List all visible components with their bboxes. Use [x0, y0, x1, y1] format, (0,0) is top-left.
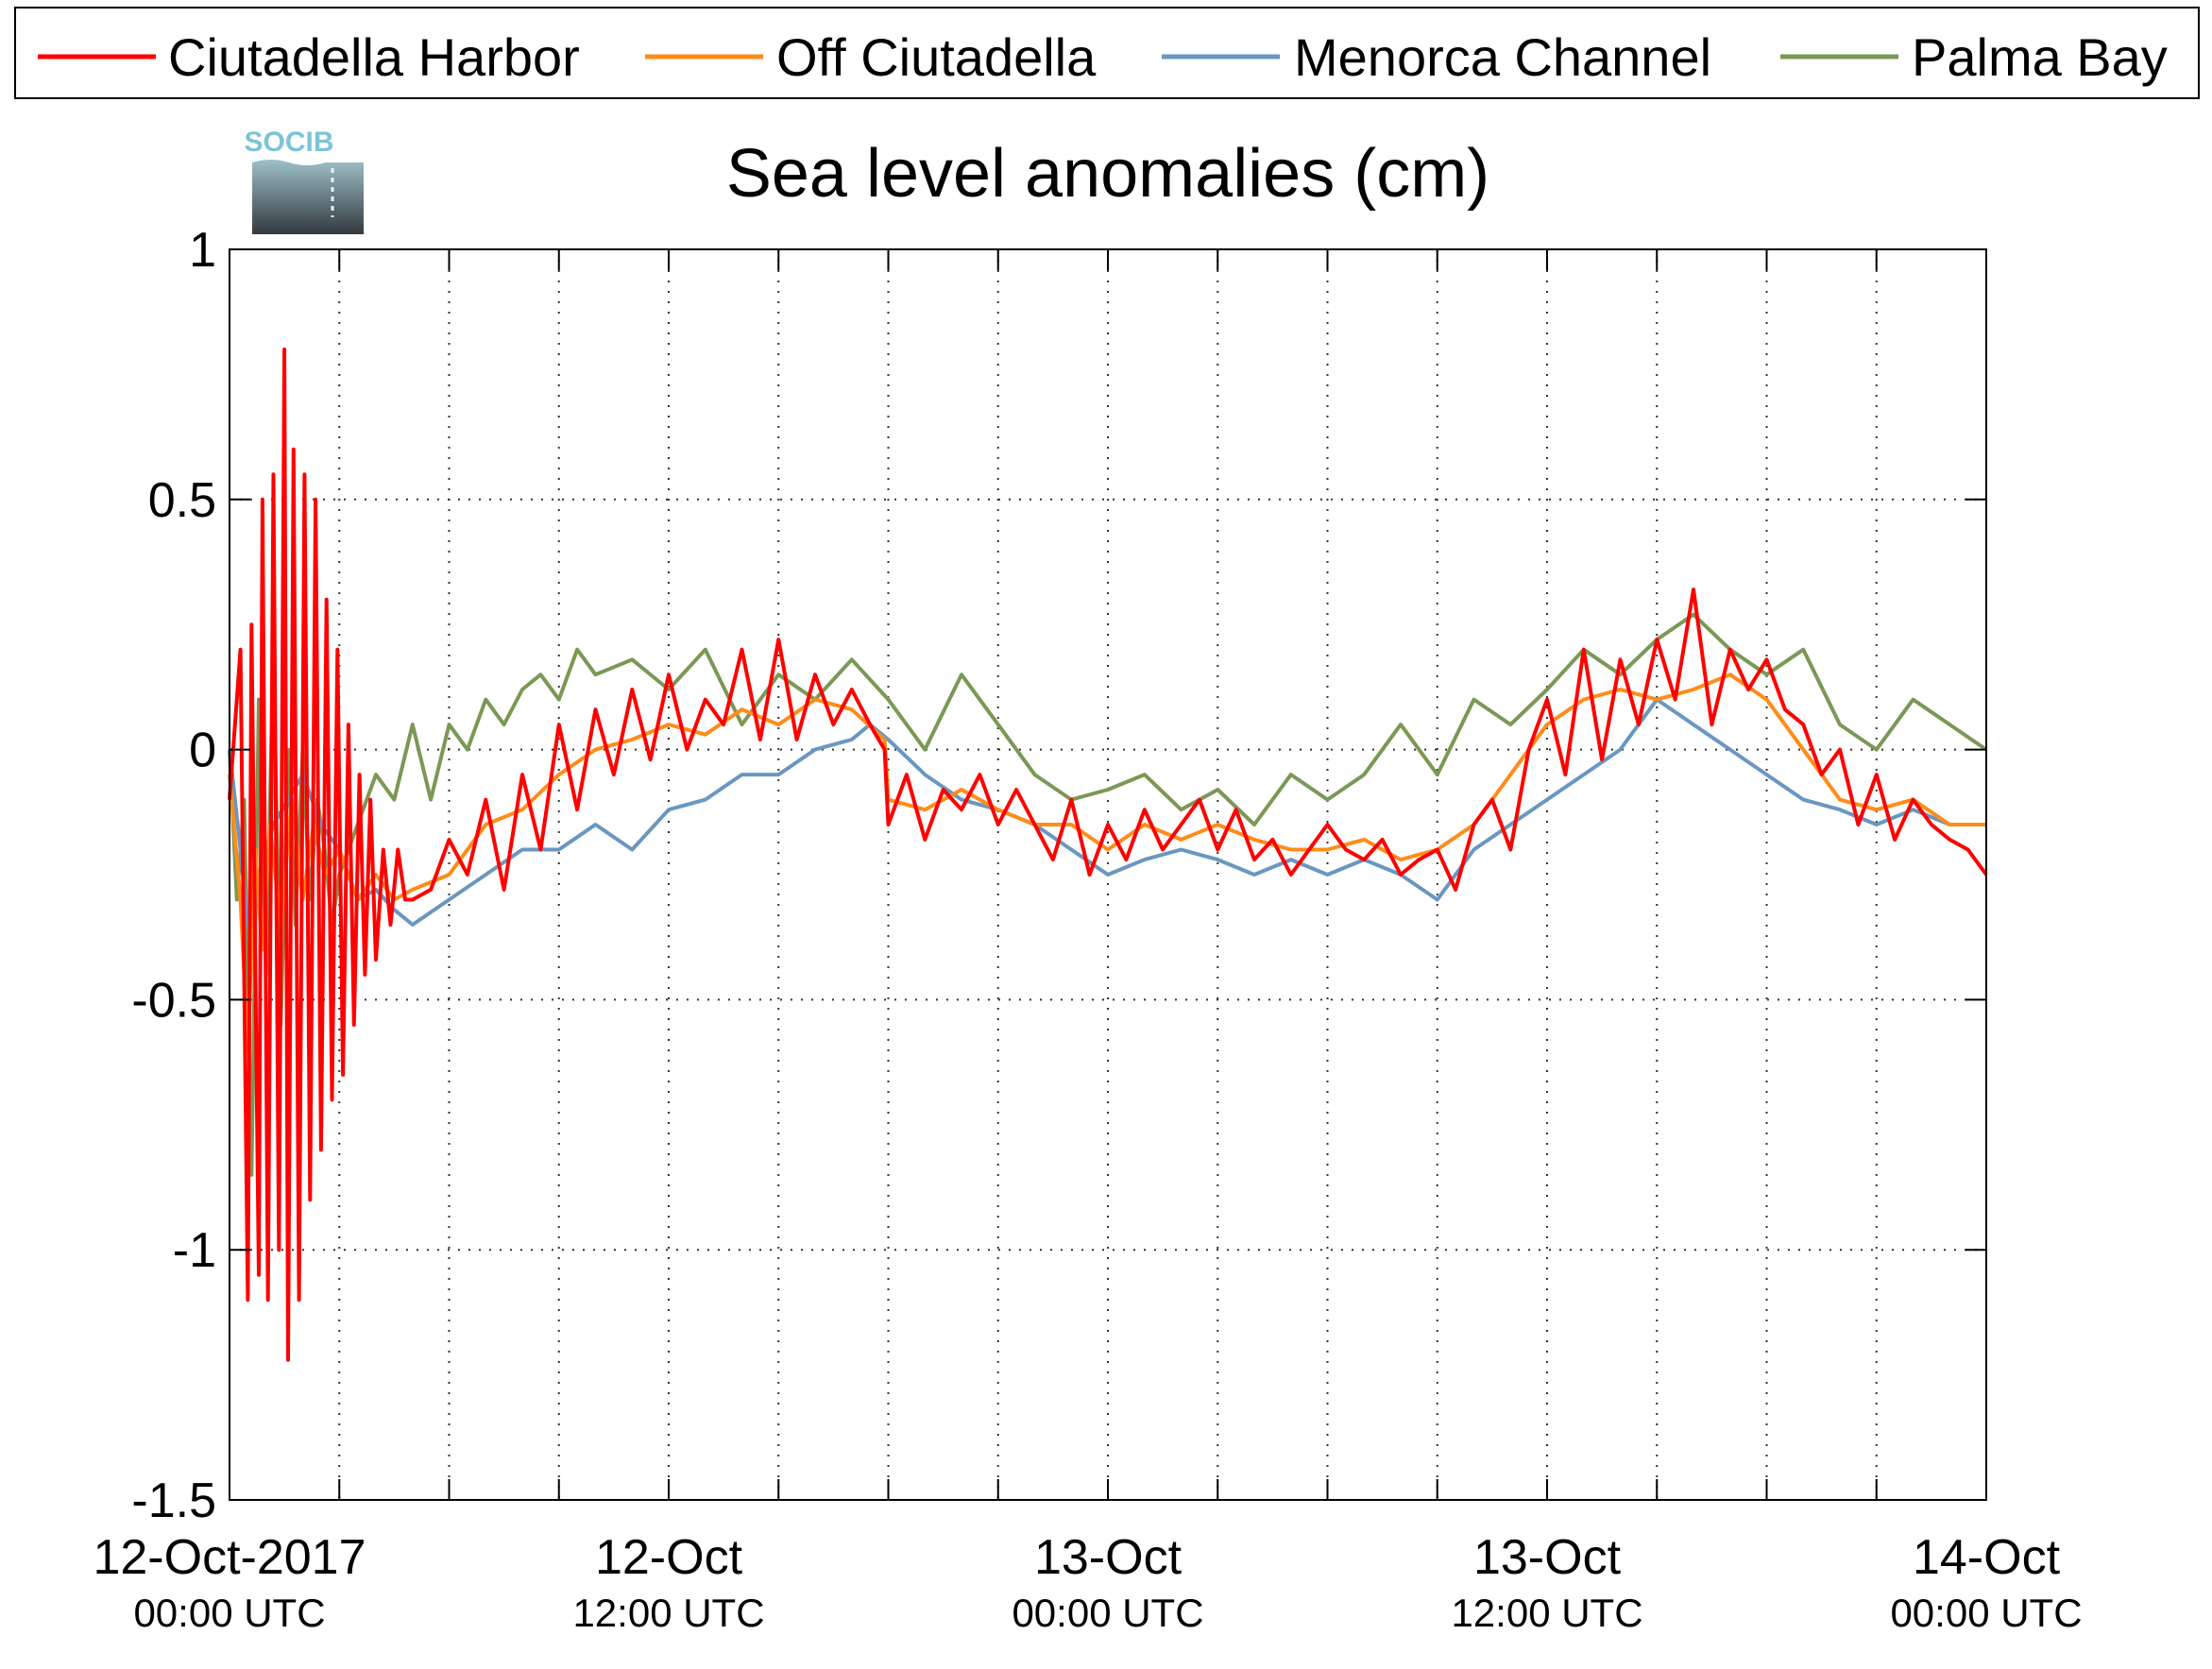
x-tick-sublabel: 12:00 UTC: [572, 1591, 764, 1635]
y-tick-label: 0: [189, 724, 216, 778]
legend-entry-1: Ciutadella Harbor: [38, 27, 580, 87]
x-tick-label: 12-Oct-2017: [93, 1530, 366, 1585]
legend-box: [14, 7, 2200, 99]
x-tick-sublabel: 00:00 UTC: [1012, 1591, 1203, 1635]
x-tick-sublabel: 00:00 UTC: [1890, 1591, 2082, 1635]
logo-text: SOCIB: [244, 127, 333, 158]
x-tick-label: 14-Oct: [1913, 1530, 2061, 1585]
logo-wave: [252, 160, 364, 234]
y-tick-label: -0.5: [131, 973, 216, 1028]
legend: Ciutadella Harbor Off Ciutadella Menorca…: [14, 7, 2200, 99]
socib-logo: SOCIB: [244, 127, 364, 234]
y-tick-label: -1: [173, 1223, 216, 1278]
legend-entry-3: Menorca Channel: [1162, 27, 1711, 87]
legend-entry-4: Palma Bay: [1780, 27, 2168, 87]
legend-label-4: Palma Bay: [1912, 27, 2168, 87]
series-layer: [228, 347, 1988, 1362]
series-line-ciutadella-harbor: [228, 347, 1988, 1362]
y-tick-label: 0.5: [148, 473, 216, 528]
x-tick-label: 13-Oct: [1034, 1530, 1183, 1585]
x-tick-label: 13-Oct: [1473, 1530, 1622, 1585]
x-tick-label: 12-Oct: [595, 1530, 743, 1585]
legend-label-1: Ciutadella Harbor: [168, 27, 580, 87]
x-axis: 12-Oct-2017 00:00 UTC 12-Oct 12:00 UTC 13-Oc…: [93, 249, 2083, 1635]
legend-label-2: Off Ciutadella: [776, 27, 1097, 87]
x-tick-sublabel: 00:00 UTC: [133, 1591, 325, 1635]
chart-title: Sea level anomalies (cm): [726, 136, 1489, 212]
y-tick-label: 1: [189, 223, 216, 278]
legend-label-3: Menorca Channel: [1294, 27, 1711, 87]
y-axis: 1 0.5 0 -0.5 -1 -1.5: [131, 223, 1986, 1528]
legend-entry-2: Off Ciutadella: [645, 27, 1097, 87]
x-tick-sublabel: 12:00 UTC: [1451, 1591, 1642, 1635]
y-tick-label: -1.5: [131, 1473, 216, 1528]
